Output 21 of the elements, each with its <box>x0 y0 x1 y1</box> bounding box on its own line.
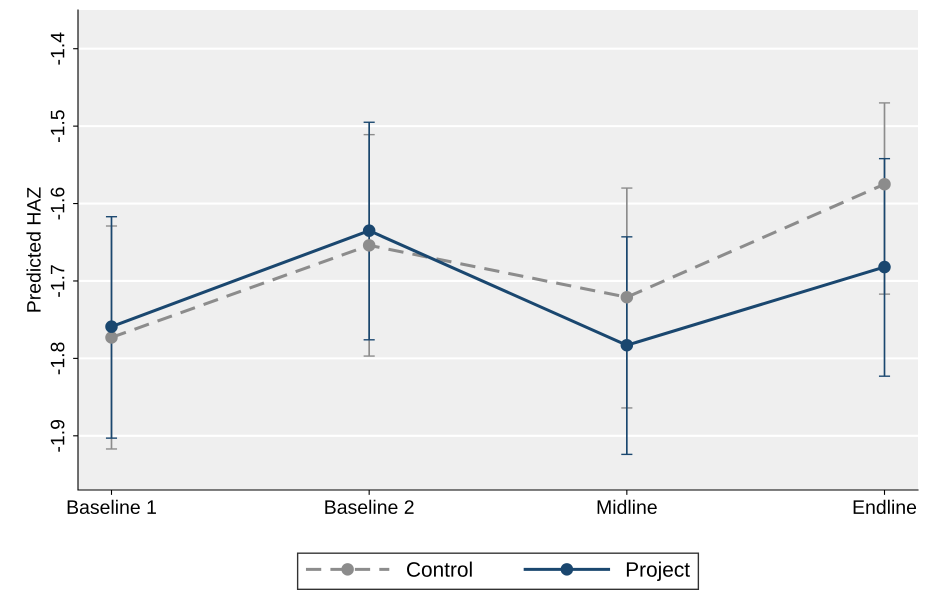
x-tick-label: Midline <box>598 500 657 514</box>
point <box>105 320 118 333</box>
y-tick-label: -1.9 <box>50 420 64 452</box>
y-tick-label: -1.6 <box>50 188 64 220</box>
x-tick-label: Baseline 1 <box>68 500 156 514</box>
point <box>620 338 634 352</box>
y-tick-label: -1.8 <box>50 342 64 374</box>
point <box>105 331 118 344</box>
y-tick-label: -1.5 <box>50 110 64 142</box>
y-axis-title: Predicted HAZ <box>26 187 41 312</box>
legend-label: Control <box>407 562 472 577</box>
point <box>362 224 376 237</box>
y-tick-label: -1.7 <box>50 265 64 297</box>
point <box>878 260 891 274</box>
y-tick-label: -1.4 <box>50 32 64 65</box>
point <box>620 290 634 304</box>
x-tick-label: Endline <box>854 500 916 514</box>
x-tick-label: Baseline 2 <box>325 500 414 514</box>
point <box>878 178 891 190</box>
legend-label: Project <box>626 562 690 581</box>
point <box>362 239 376 252</box>
